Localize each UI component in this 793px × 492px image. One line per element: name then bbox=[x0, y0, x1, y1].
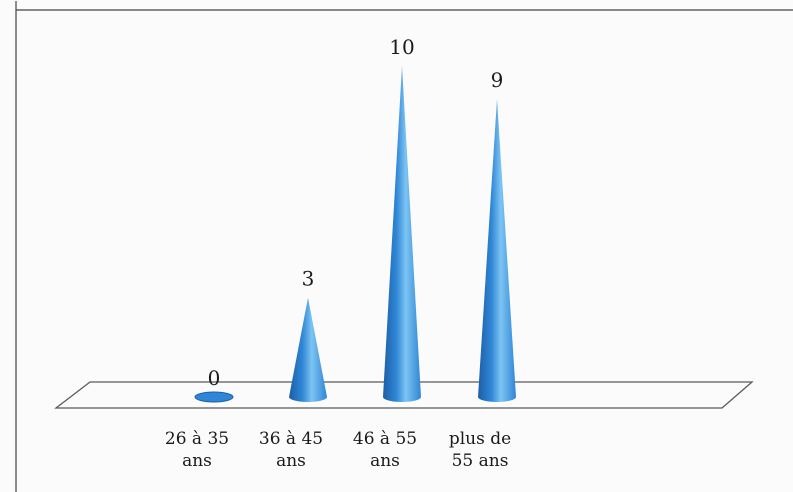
floor-plane bbox=[54, 381, 754, 409]
data-label-plus-de-55-ans: 9 bbox=[491, 68, 504, 92]
data-label-46-55-ans: 10 bbox=[389, 35, 414, 59]
cone-bar-46-55-ans bbox=[383, 66, 421, 402]
tick-label-46-55-ans: 46 à 55 ans bbox=[353, 429, 417, 471]
data-label-36-45-ans: 3 bbox=[302, 267, 315, 291]
cone-bar-36-45-ans bbox=[289, 297, 327, 402]
cone-bar-plus-de-55-ans bbox=[478, 99, 516, 402]
tick-label-26-35-ans: 26 à 35 ans bbox=[165, 429, 229, 471]
tick-label-36-45-ans: 36 à 45 ans bbox=[259, 429, 323, 471]
data-label-26-35-ans: 0 bbox=[208, 366, 221, 390]
cone-bar-26-35-ans bbox=[194, 391, 234, 403]
tick-label-plus-de-55-ans: plus de 55 ans bbox=[449, 429, 511, 471]
chart-border bbox=[15, 1, 793, 492]
